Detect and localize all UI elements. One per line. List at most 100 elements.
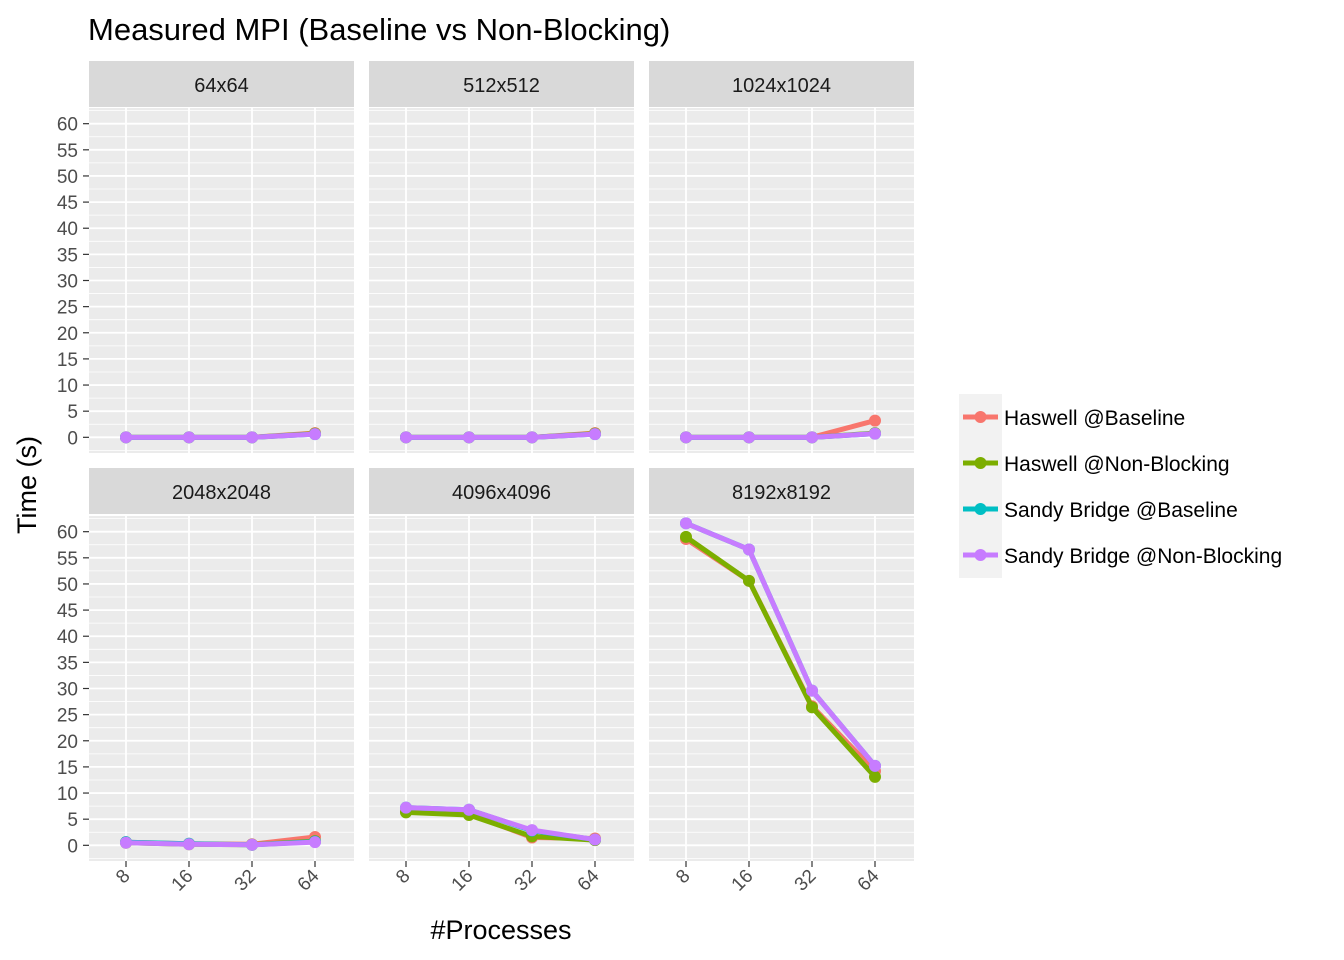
data-point: [869, 414, 881, 427]
y-tick-label: 45: [57, 601, 78, 622]
legend-item: Sandy Bridge @Baseline: [959, 486, 1238, 532]
y-tick-label: 10: [57, 376, 78, 397]
data-point: [246, 431, 258, 444]
gridlines: [369, 108, 634, 453]
series-line: [405, 805, 596, 843]
y-tick-label: 40: [57, 627, 78, 648]
data-point: [869, 770, 881, 783]
facet-strip-label: 64x64: [194, 75, 249, 97]
x-axis: 8 16 32 64: [392, 861, 604, 895]
data-point: [120, 431, 132, 444]
y-tick-label: 10: [57, 784, 78, 805]
x-axis: 8 16 32 64: [112, 861, 324, 895]
facet-panel-1024x1024: 1024x1024: [649, 61, 914, 453]
legend-label: Haswell @Baseline: [1004, 407, 1185, 430]
legend-item: Haswell @Baseline: [959, 394, 1185, 440]
legend-key-point: [974, 411, 987, 423]
data-point: [589, 428, 601, 441]
y-axis-title: Time (s): [12, 436, 42, 534]
facet-strip-label: 8192x8192: [732, 482, 831, 504]
y-tick-label: 55: [57, 549, 78, 570]
series-line: [684, 534, 877, 779]
data-point: [743, 431, 755, 444]
gridlines: [649, 108, 914, 453]
data-point: [680, 431, 692, 444]
data-point: [806, 684, 818, 697]
x-tick-label: 8: [112, 866, 134, 888]
y-tick-label: 5: [67, 402, 78, 423]
data-point: [526, 431, 538, 444]
series-line: [126, 431, 316, 440]
facet-strip-label: 4096x4096: [452, 482, 551, 504]
y-tick-label: 5: [67, 810, 78, 831]
y-tick-label: 55: [57, 141, 78, 162]
x-tick-label: 16: [448, 866, 478, 896]
facet-strip-label: 1024x1024: [732, 75, 831, 97]
data-point: [400, 801, 412, 814]
legend-key-point: [974, 549, 987, 561]
series-Sandy Bridge @Non-Blocking: [120, 428, 321, 444]
y-axis: 0 5 10 15 20 25 30 35 40 45 50 55 60: [57, 523, 89, 857]
data-point: [463, 431, 475, 444]
y-tick-label: 15: [57, 758, 78, 779]
y-tick-label: 20: [57, 324, 78, 345]
facet-strip: [649, 61, 914, 107]
y-tick-label: 45: [57, 193, 78, 214]
y-tick-label: 20: [57, 732, 78, 753]
series-Sandy Bridge @Non-Blocking: [400, 428, 601, 444]
data-point: [743, 543, 755, 556]
y-tick-label: 40: [57, 219, 78, 240]
series-line: [405, 809, 596, 843]
legend: Haswell @Baseline Haswell @Non-Blocking Sa…: [959, 394, 1282, 578]
y-tick-label: 25: [57, 298, 78, 319]
facet-strip: [369, 61, 634, 107]
data-point: [680, 530, 692, 543]
data-point: [183, 838, 195, 851]
chart-title: Measured MPI (Baseline vs Non-Blocking): [88, 12, 670, 47]
y-tick-label: 50: [57, 575, 78, 596]
data-point: [183, 431, 195, 444]
y-tick-label: 15: [57, 350, 78, 371]
data-point: [869, 427, 881, 440]
data-point: [743, 574, 755, 587]
y-tick-label: 35: [57, 653, 78, 674]
data-point: [806, 701, 818, 714]
legend-label: Sandy Bridge @Baseline: [1004, 499, 1238, 522]
facet-panel-8192x8192: 8192x8192 8 16 32 64: [649, 468, 914, 895]
legend-label: Sandy Bridge @Non-Blocking: [1004, 545, 1282, 568]
data-point: [680, 517, 692, 530]
facet-panel-64x64: 64x64 0 5 10 15 20 25 30 35 40 45 50 55 60: [57, 61, 354, 453]
data-point: [309, 836, 321, 849]
series-line: [686, 431, 876, 440]
facet-panel-512x512: 512x512: [369, 61, 634, 453]
y-tick-label: 35: [57, 245, 78, 266]
facet-panel-2048x2048: 2048x2048 0 5 10 15 20 25 30 35 40 45 50 55 60 8 16 32 64: [57, 468, 354, 895]
x-tick-label: 16: [168, 866, 198, 896]
legend-key-point: [974, 503, 987, 515]
x-axis: 8 16 32 64: [672, 861, 884, 895]
series-line: [125, 839, 316, 848]
facet-panel-4096x4096: 4096x4096 8 16 32 64: [369, 468, 634, 895]
series-Sandy Bridge @Non-Blocking: [680, 427, 881, 444]
x-tick-label: 32: [231, 866, 261, 896]
x-tick-label: 8: [392, 866, 414, 888]
facet-strip: [89, 61, 354, 107]
x-tick-label: 64: [574, 865, 604, 895]
legend-item: Haswell @Non-Blocking: [959, 440, 1230, 486]
x-tick-label: 64: [854, 865, 884, 895]
facet-strip-label: 2048x2048: [172, 482, 271, 504]
series-Sandy Bridge @Non-Blocking: [400, 801, 601, 846]
gridlines: [89, 108, 354, 453]
gridlines: [89, 516, 354, 861]
x-axis-title: #Processes: [430, 915, 571, 945]
x-tick-label: 16: [728, 866, 758, 896]
y-tick-label: 60: [57, 523, 78, 544]
data-point: [526, 824, 538, 837]
data-point: [869, 759, 881, 772]
facet-strip-label: 512x512: [463, 75, 540, 97]
series-Haswell @Non-Blocking: [680, 530, 881, 783]
series-Sandy Bridge @Non-Blocking: [680, 517, 881, 772]
data-point: [400, 431, 412, 444]
